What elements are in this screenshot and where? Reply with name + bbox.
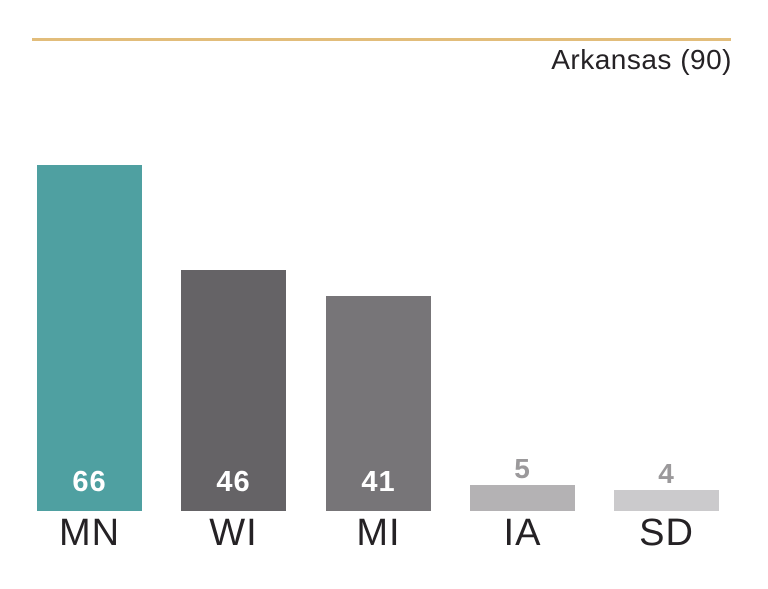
bar-label-wi: WI	[209, 512, 258, 554]
bar-label-ia: IA	[503, 512, 542, 554]
bar-column-mn: 66 MN	[37, 39, 142, 552]
bar-wi	[181, 270, 286, 511]
bar-value-mn: 66	[72, 466, 107, 498]
bar-sd	[614, 490, 719, 511]
bar-label-mn: MN	[58, 512, 121, 554]
reference-line	[32, 38, 731, 41]
bar-mi	[326, 296, 431, 511]
bar-value-ia: 5	[514, 453, 531, 484]
bar-value-sd: 4	[658, 458, 675, 489]
bar-label-sd: SD	[639, 512, 694, 554]
bar-ia	[470, 485, 575, 511]
bar-column-wi: 46 WI	[181, 39, 286, 552]
bar-value-wi: 46	[216, 466, 251, 498]
bar-column-ia: 5 IA	[470, 39, 575, 552]
bar-column-sd: 4 SD	[614, 39, 719, 552]
bar-value-mi: 41	[361, 466, 396, 498]
plot-area: 66 MN 46 WI 41 MI 5 IA 4 SD	[37, 39, 731, 552]
bar-label-mi: MI	[356, 512, 401, 554]
bar-mn	[37, 165, 142, 511]
reference-line-label: Arkansas (90)	[551, 44, 732, 75]
bar-column-mi: 41 MI	[326, 39, 431, 552]
